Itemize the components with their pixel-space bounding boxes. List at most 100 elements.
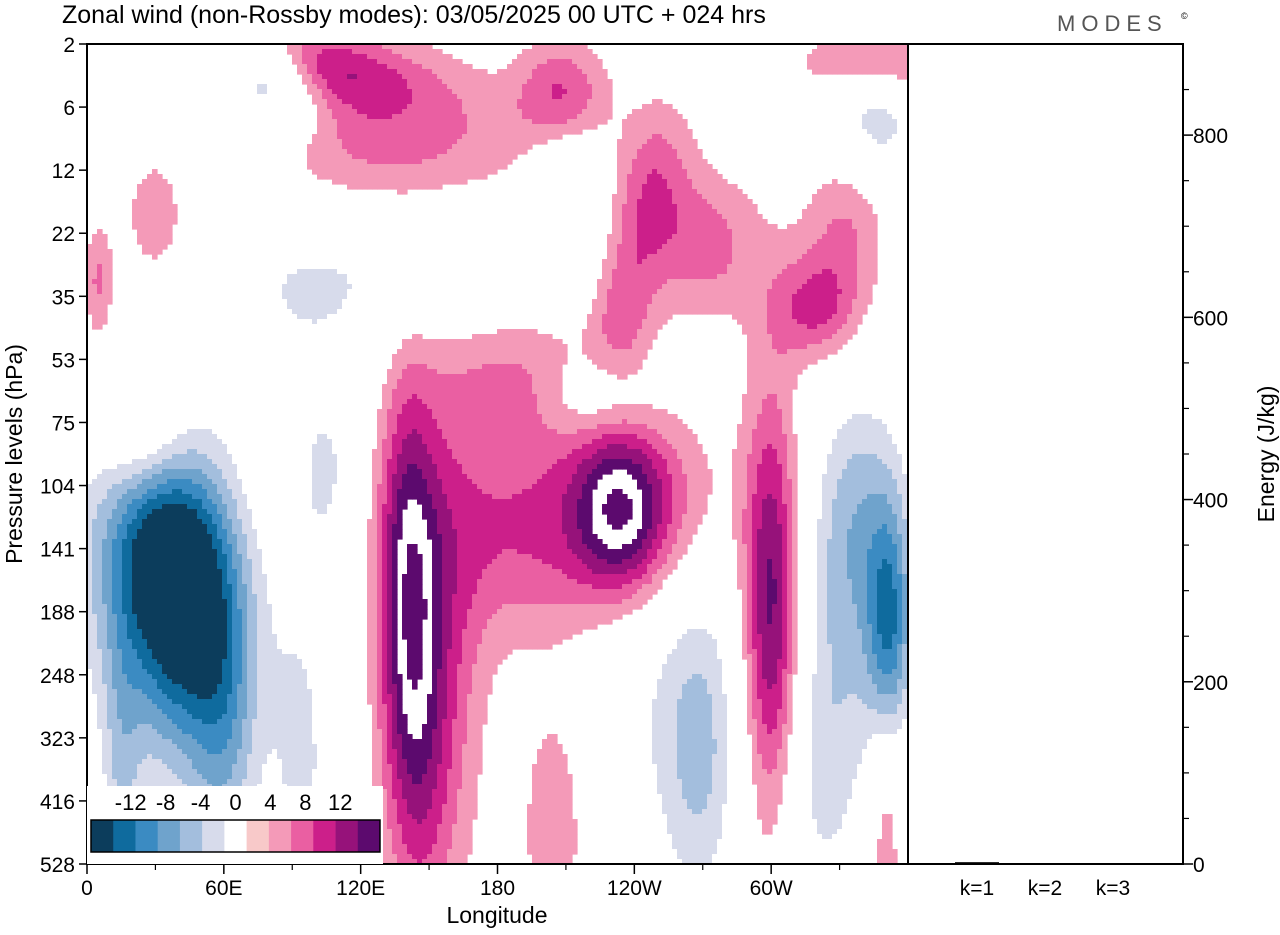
- heatmap-cell: [332, 154, 338, 160]
- heatmap-cell: [552, 49, 558, 55]
- heatmap-cell: [537, 94, 543, 100]
- heatmap-cell: [357, 284, 363, 290]
- heatmap-cell: [382, 94, 388, 100]
- heatmap-cell: [412, 114, 418, 120]
- heatmap-cell: [467, 119, 473, 125]
- heatmap-cell: [417, 269, 423, 275]
- heatmap-cell: [652, 159, 658, 165]
- heatmap-cell: [327, 124, 333, 130]
- heatmap-cell: [697, 299, 703, 305]
- heatmap-cell: [322, 64, 328, 70]
- heatmap-cell: [332, 164, 338, 170]
- heatmap-cell: [562, 224, 568, 230]
- heatmap-cell: [352, 174, 358, 180]
- heatmap-cell: [92, 74, 98, 80]
- heatmap-cell: [327, 159, 333, 165]
- heatmap-cell: [522, 149, 528, 155]
- heatmap-cell: [382, 249, 388, 255]
- heatmap-cell: [467, 164, 473, 170]
- heatmap-cell: [267, 89, 273, 95]
- heatmap-cell: [477, 84, 483, 90]
- heatmap-cell: [732, 279, 738, 285]
- heatmap-cell: [147, 109, 153, 115]
- heatmap-cell: [452, 124, 458, 130]
- heatmap-cell: [342, 169, 348, 175]
- heatmap-cell: [367, 184, 373, 190]
- heatmap-cell: [717, 239, 723, 245]
- heatmap-cell: [602, 294, 608, 300]
- heatmap-cell: [872, 49, 878, 55]
- heatmap-cell: [147, 189, 153, 195]
- heatmap-cell: [637, 189, 643, 195]
- heatmap-cell: [752, 279, 758, 285]
- heatmap-cell: [92, 299, 98, 305]
- heatmap-cell: [497, 134, 503, 140]
- heatmap-cell: [212, 139, 218, 145]
- heatmap-cell: [247, 294, 253, 300]
- heatmap-cell: [732, 259, 738, 265]
- heatmap-cell: [837, 194, 843, 200]
- heatmap-cell: [872, 229, 878, 235]
- heatmap-cell: [677, 279, 683, 285]
- heatmap-cell: [132, 199, 138, 205]
- heatmap-cell: [432, 104, 438, 110]
- heatmap-cell: [377, 169, 383, 175]
- heatmap-cell: [612, 279, 618, 285]
- heatmap-cell: [252, 94, 258, 100]
- heatmap-cell: [572, 64, 578, 70]
- heatmap-cell: [662, 179, 668, 185]
- heatmap-cell: [862, 214, 868, 220]
- heatmap-cell: [807, 234, 813, 240]
- heatmap-cell: [222, 84, 228, 90]
- heatmap-cell: [657, 124, 663, 130]
- heatmap-cell: [322, 129, 328, 135]
- heatmap-cell: [127, 124, 133, 130]
- heatmap-cell: [557, 74, 563, 80]
- heatmap-cell: [437, 89, 443, 95]
- heatmap-cell: [692, 259, 698, 265]
- heatmap-cell: [382, 244, 388, 250]
- heatmap-cell: [372, 149, 378, 155]
- heatmap-cell: [392, 244, 398, 250]
- heatmap-cell: [617, 209, 623, 215]
- heatmap-cell: [517, 74, 523, 80]
- heatmap-cell: [752, 214, 758, 220]
- heatmap-cell: [522, 104, 528, 110]
- heatmap-cell: [132, 99, 138, 105]
- heatmap-cell: [512, 229, 518, 235]
- heatmap-cell: [537, 239, 543, 245]
- heatmap-cell: [592, 74, 598, 80]
- heatmap-cell: [477, 119, 483, 125]
- heatmap-cell: [422, 179, 428, 185]
- heatmap-cell: [742, 244, 748, 250]
- heatmap-cell: [627, 174, 633, 180]
- heatmap-cell: [102, 279, 108, 285]
- heatmap-cell: [522, 259, 528, 265]
- heatmap-cell: [682, 139, 688, 145]
- heatmap-cell: [587, 109, 593, 115]
- heatmap-cell: [357, 249, 363, 255]
- heatmap-cell: [467, 169, 473, 175]
- heatmap-cell: [507, 239, 513, 245]
- heatmap-cell: [387, 54, 393, 60]
- heatmap-cell: [812, 244, 818, 250]
- heatmap-cell: [497, 269, 503, 275]
- heatmap-cell: [777, 274, 783, 280]
- heatmap-cell: [547, 254, 553, 260]
- heatmap-cell: [582, 214, 588, 220]
- heatmap-cell: [822, 304, 828, 310]
- heatmap-cell: [392, 179, 398, 185]
- heatmap-cell: [847, 229, 853, 235]
- heatmap-cell: [377, 59, 383, 65]
- heatmap-cell: [652, 259, 658, 265]
- heatmap-cell: [582, 79, 588, 85]
- heatmap-cell: [542, 139, 548, 145]
- heatmap-cell: [707, 214, 713, 220]
- heatmap-cell: [397, 189, 403, 195]
- heatmap-cell: [602, 264, 608, 270]
- heatmap-cell: [527, 144, 533, 150]
- heatmap-cell: [207, 94, 213, 100]
- heatmap-cell: [707, 174, 713, 180]
- heatmap-cell: [142, 99, 148, 105]
- heatmap-cell: [107, 94, 113, 100]
